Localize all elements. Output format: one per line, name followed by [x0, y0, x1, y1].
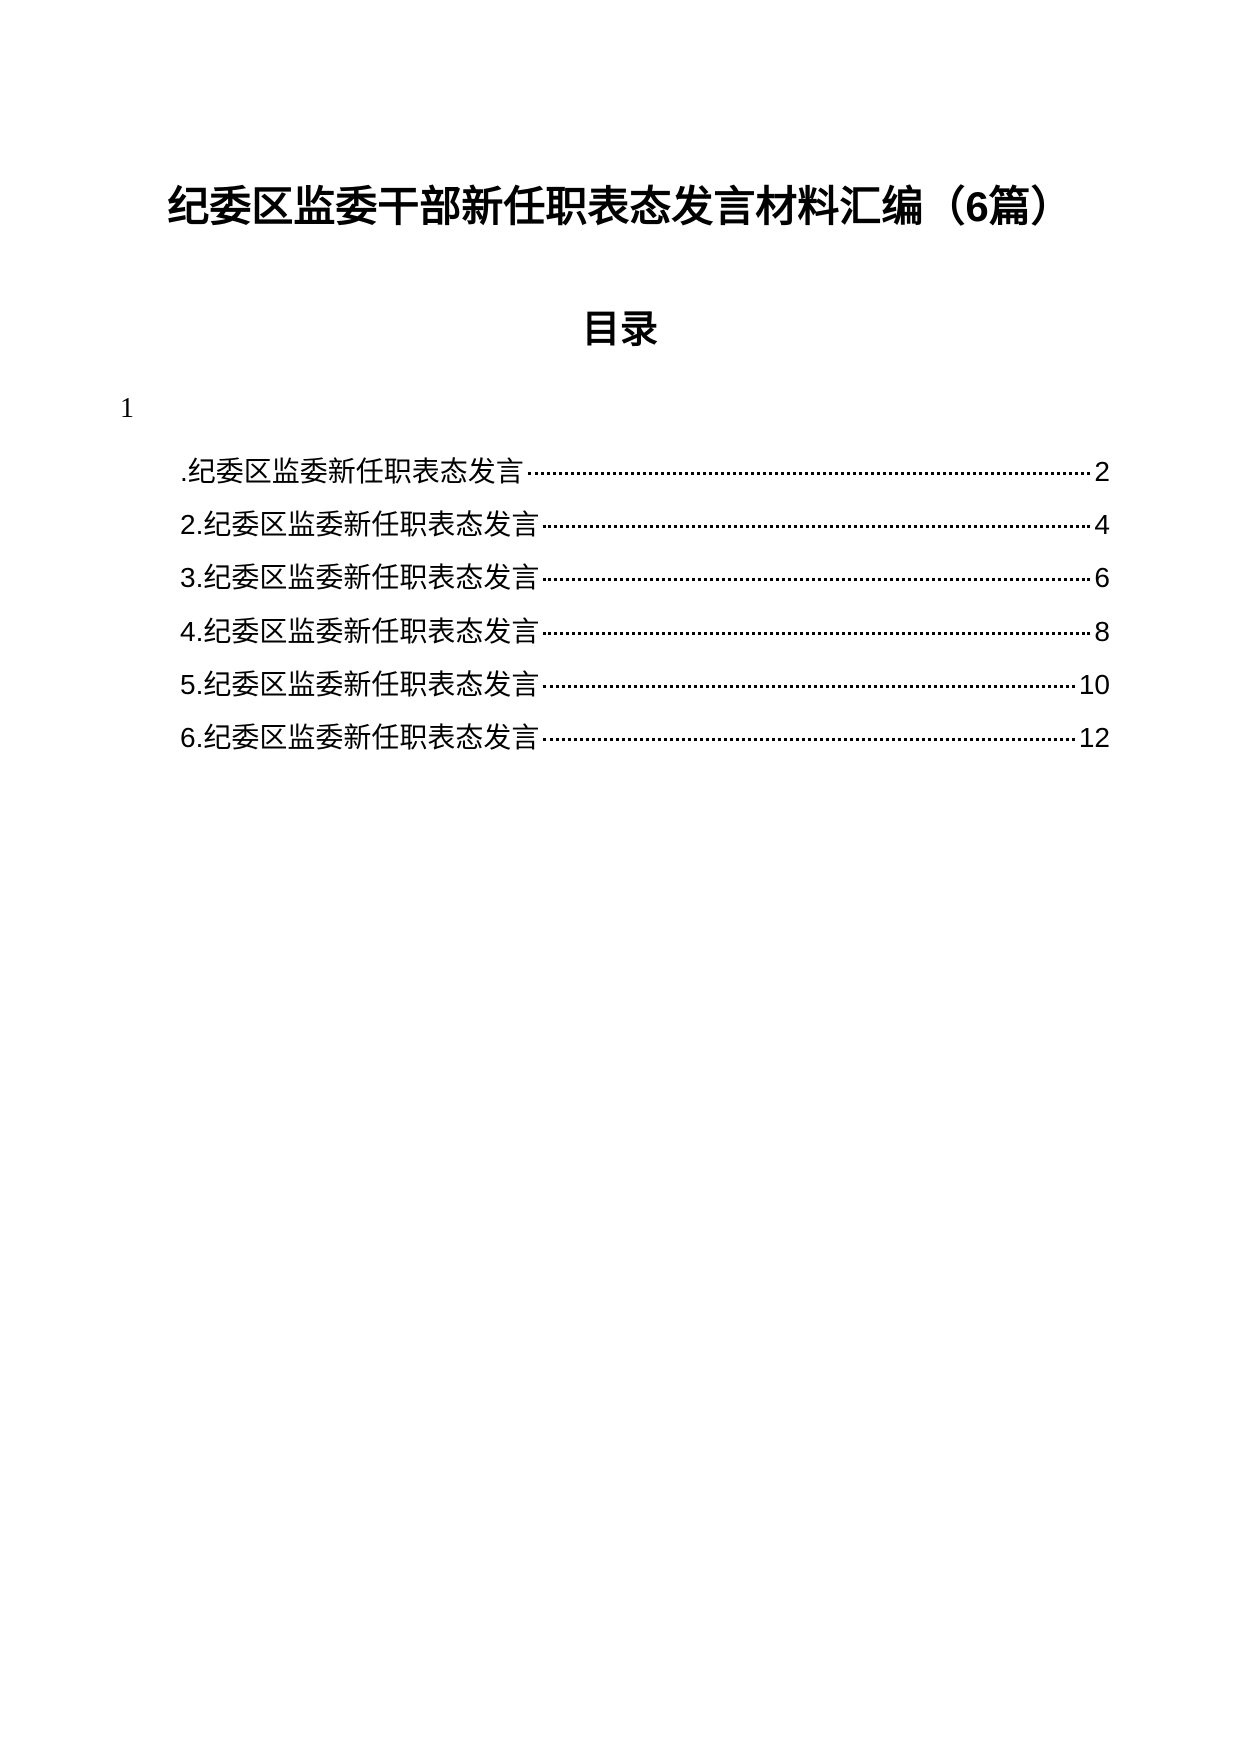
toc-entry-page: 2 [1094, 445, 1110, 498]
toc-dots [543, 525, 1090, 528]
toc-dots [543, 632, 1090, 635]
toc-entry-page: 8 [1094, 605, 1110, 658]
toc-entry: 5.纪委区监委新任职表态发言 10 [180, 658, 1110, 711]
toc-list: .纪委区监委新任职表态发言 2 2.纪委区监委新任职表态发言 4 3.纪委区监委… [120, 445, 1120, 764]
toc-entry: 2.纪委区监委新任职表态发言 4 [180, 498, 1110, 551]
toc-entry: 6.纪委区监委新任职表态发言 12 [180, 711, 1110, 764]
document-title: 纪委区监委干部新任职表态发言材料汇编（6篇） [120, 175, 1120, 238]
toc-dots [543, 578, 1090, 581]
document-page: 纪委区监委干部新任职表态发言材料汇编（6篇） 目录 1 .纪委区监委新任职表态发… [0, 0, 1240, 884]
toc-entry-label: 5.纪委区监委新任职表态发言 [180, 658, 539, 711]
toc-entry-label: 6.纪委区监委新任职表态发言 [180, 711, 539, 764]
toc-entry-page: 4 [1094, 498, 1110, 551]
toc-entry-label: 2.纪委区监委新任职表态发言 [180, 498, 539, 551]
toc-dots [543, 685, 1074, 688]
toc-entry-page: 10 [1079, 658, 1110, 711]
toc-entry: .纪委区监委新任职表态发言 2 [180, 445, 1110, 498]
toc-entry-label: 4.纪委区监委新任职表态发言 [180, 605, 539, 658]
toc-entry: 4.纪委区监委新任职表态发言 8 [180, 605, 1110, 658]
toc-entry-label: .纪委区监委新任职表态发言 [180, 445, 524, 498]
toc-dots [528, 472, 1091, 475]
toc-entry: 3.纪委区监委新任职表态发言 6 [180, 551, 1110, 604]
toc-entry-page: 12 [1079, 711, 1110, 764]
toc-entry-page: 6 [1094, 551, 1110, 604]
toc-entry-label: 3.纪委区监委新任职表态发言 [180, 551, 539, 604]
toc-dots [543, 738, 1074, 741]
toc-heading: 目录 [120, 298, 1120, 353]
leading-number: 1 [120, 393, 1120, 425]
